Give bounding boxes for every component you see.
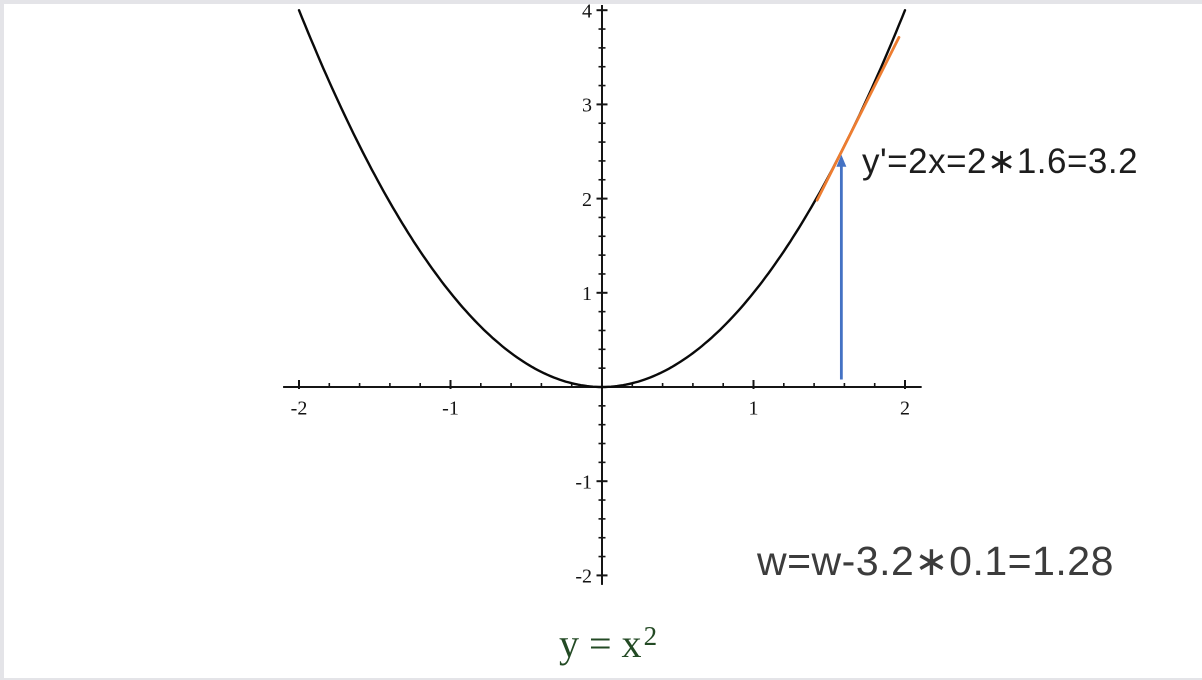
gradient-arrow [836,154,847,380]
x-axis-tick-labels: -2 -1 1 2 [291,398,910,420]
svg-text:2: 2 [582,189,592,211]
svg-text:-1: -1 [442,398,459,420]
tangent-line [815,35,901,202]
axes [283,5,922,585]
svg-text:-1: -1 [575,471,592,493]
y-axis-tick-labels: -2 -1 1 2 3 4 [575,0,592,587]
parabola-curve [297,8,907,389]
svg-text:1: 1 [582,283,592,305]
svg-text:2: 2 [900,398,910,420]
equation-base: y = x [559,621,642,667]
page-border-left [0,0,4,680]
y-axis-ticks [596,9,608,577]
equation-label: y = x2 [559,621,658,667]
weight-update-annotation: w=w-3.2∗0.1=1.28 [757,538,1114,584]
svg-text:-2: -2 [575,566,592,588]
page-border-bottom [0,678,1202,680]
svg-text:1: 1 [749,398,759,420]
svg-text:4: 4 [582,0,592,22]
page-border-top [0,0,1202,4]
derivative-annotation: y'=2x=2∗1.6=3.2 [862,142,1139,181]
svg-text:-2: -2 [291,398,308,420]
equation-exponent: 2 [643,621,658,651]
svg-text:3: 3 [582,95,592,117]
